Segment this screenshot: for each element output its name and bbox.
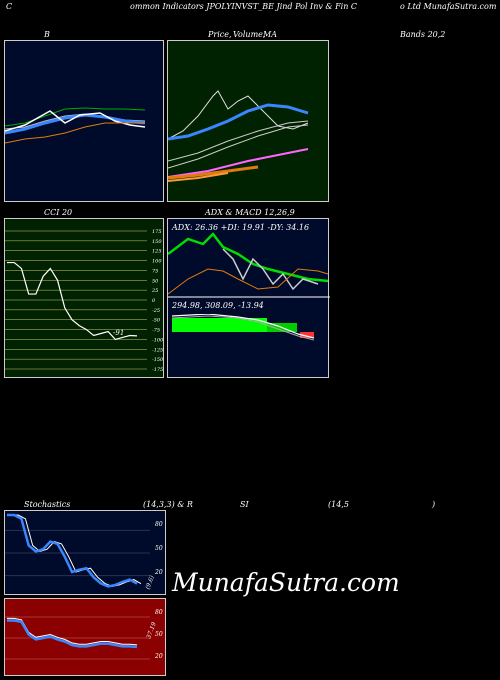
bb-blue-line	[5, 113, 146, 135]
adx-stats: ADX: 26.36 +DI: 19.91 -DY: 34.16	[172, 223, 310, 232]
cci-tick-label: -100	[152, 337, 164, 343]
cci-tick-label: -50	[152, 318, 161, 324]
rsi-tick-20: 20	[155, 653, 163, 660]
ma-blue-line	[168, 103, 309, 141]
cci-label: CCI 20	[44, 208, 73, 217]
rsi-chart	[5, 616, 150, 660]
adx-orange-line	[168, 268, 329, 295]
cci-tick-label: -175	[152, 367, 163, 373]
price-ma-panel	[167, 40, 329, 202]
cci-tick-label: 75	[152, 268, 158, 274]
brand-watermark: MunafaSutra.com	[172, 568, 400, 597]
header-title: ommon Indicators JPOLYINVST_BE Jind Pol …	[130, 2, 358, 11]
stoch-tick-80: 80	[155, 521, 163, 528]
price-label: Price,	[208, 30, 232, 39]
stoch-label-d: (14,5	[328, 500, 349, 509]
rsi-line	[7, 619, 138, 649]
bollinger-panel	[4, 40, 164, 202]
macd-hist-green	[172, 318, 267, 332]
price-white-line	[168, 90, 309, 140]
price-line	[5, 110, 146, 132]
ma-orange-line	[168, 165, 259, 180]
stoch-label-a: Stochastics	[24, 500, 71, 509]
header-right: o Ltd MunafaSutra.com	[400, 2, 497, 11]
cci-tick-label: -125	[152, 347, 163, 353]
cci-tick-label: -75	[152, 328, 160, 334]
stoch-tick-50: 50	[155, 545, 163, 552]
cci-tick-label: 175	[152, 229, 162, 235]
bb-upper-line	[5, 107, 146, 127]
stoch-label-e: )	[432, 500, 436, 509]
ma-label: MA	[263, 30, 277, 39]
cci-tick-label: 0	[152, 298, 156, 304]
macd-stats: 294.98, 308.09, -13.94	[172, 301, 264, 310]
cci-line	[7, 261, 138, 341]
rsi-panel: 80 50 20 37.19	[4, 598, 166, 676]
stoch-tick-20: 20	[155, 569, 163, 576]
ma-orange-lower	[168, 172, 229, 182]
cci-tick-label: -150	[152, 357, 164, 363]
cci-tick-label: 25	[151, 288, 158, 294]
adx-label: ADX & MACD 12,26,9	[205, 208, 295, 217]
macd-line	[171, 314, 315, 339]
adx-white-line	[222, 248, 319, 291]
cci-tick-label: 150	[152, 239, 162, 245]
ma-upper-line	[168, 120, 309, 162]
stoch-k-line	[7, 513, 138, 588]
adx-green-line	[168, 232, 329, 283]
cci-panel: 175 150 125 100 75 50 25 0 -25 -50 -75 -100 -125 -150…	[4, 218, 164, 378]
stoch-chart	[5, 513, 150, 588]
adx-chart	[168, 232, 330, 298]
bands-label: B	[44, 30, 50, 39]
header-left: C	[6, 2, 13, 11]
cci-tick-label: -25	[152, 308, 160, 314]
volume-label: Volume,	[233, 30, 266, 39]
bb-lower-line	[5, 122, 145, 144]
stoch-panel: 80 50 20 (9.6)	[4, 510, 166, 595]
cci-tick-label: 125	[152, 249, 162, 255]
price-ma-chart	[168, 90, 309, 182]
cci-tick-label: 100	[152, 259, 162, 265]
cci-tick-label: 50	[152, 278, 159, 284]
cci-value: -91	[113, 329, 125, 337]
rsi-tick-50: 50	[155, 631, 163, 638]
macd-signal	[171, 315, 315, 341]
bollinger-chart	[5, 107, 146, 144]
ma-lower-line	[168, 124, 309, 169]
ma-pink-line	[168, 148, 309, 178]
cci-chart: 175 150 125 100 75 50 25 0 -25 -50 -75 -100 -125 -150…	[5, 229, 164, 373]
stoch-label-c: SI	[240, 500, 249, 509]
rsi-tick-80: 80	[155, 609, 163, 616]
macd-hist-red	[300, 332, 314, 338]
bands-right-label: Bands 20,2	[400, 30, 446, 39]
stoch-label-b: (14,3,3) & R	[143, 500, 193, 509]
macd-histogram	[171, 314, 315, 341]
adx-panel: ADX: 26.36 +DI: 19.91 -DY: 34.16 294.98,…	[167, 218, 330, 378]
